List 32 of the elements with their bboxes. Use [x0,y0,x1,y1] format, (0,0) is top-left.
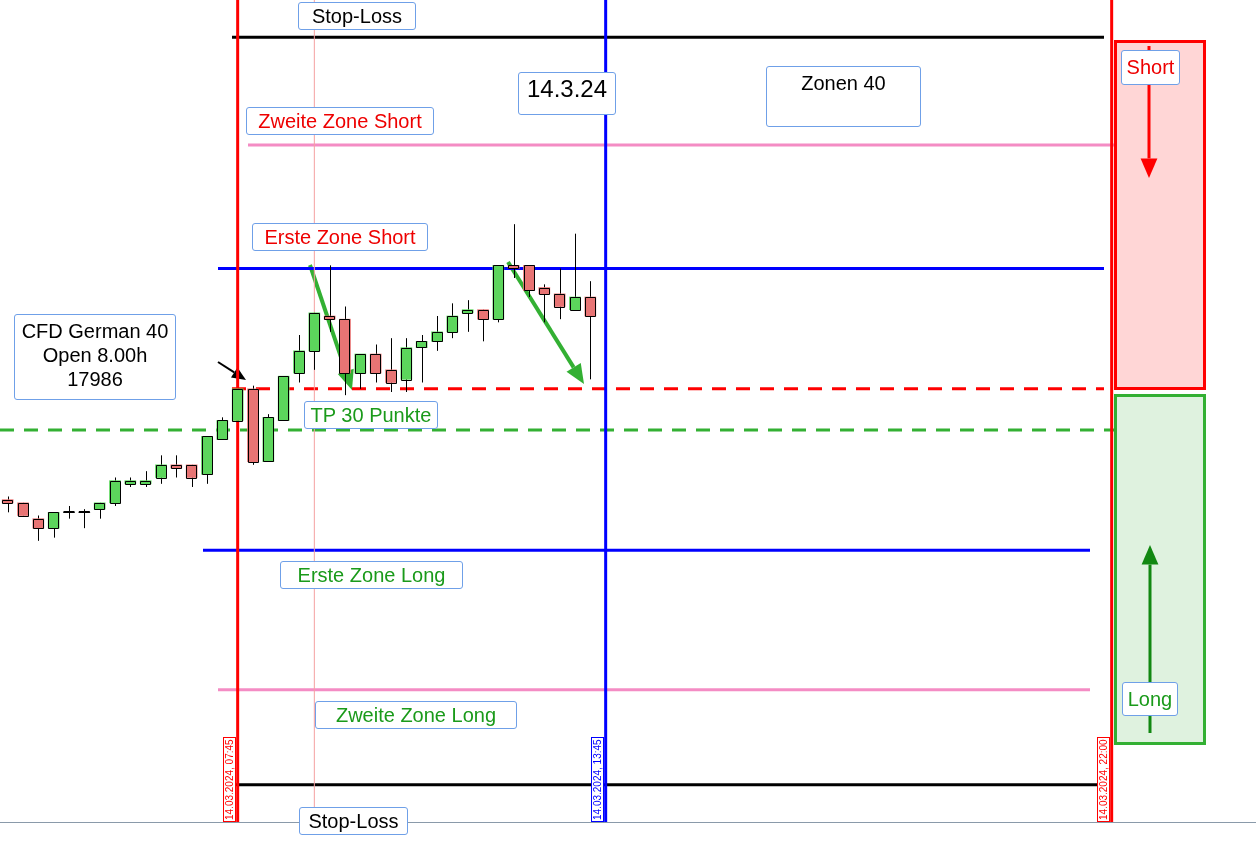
ref-line-label: Zweite Zone Short [246,107,434,136]
ref-line-label: Erste Zone Long [280,561,463,590]
ref-line-label: Stop-Loss [299,806,408,835]
candlestick [47,511,60,539]
candlestick [216,416,229,440]
candlestick [446,302,459,339]
text: 14.03.2024, 07:45 [222,737,236,822]
text: Short [1121,50,1180,85]
candlestick [461,299,474,333]
candlestick [109,477,121,507]
ref-line-label: Zweite Zone Long [315,700,517,729]
ref-line-label: TP 30 Punkte [304,400,438,429]
candlestick [32,514,45,542]
candlestick [538,283,551,323]
candlestick [170,454,183,478]
candlestick [369,344,382,383]
text: Long [1122,682,1178,716]
candlestick [431,315,443,352]
candlestick [584,280,597,380]
candlestick [477,309,489,342]
candlestick [507,223,520,279]
ref-line-label: Stop-Loss [298,2,416,31]
candlestick [323,264,336,333]
text: 14.03.2024, 22:00 [1096,737,1110,822]
candlestick [354,353,367,390]
candlestick [415,334,428,383]
text: 14.03.2024, 13:45 [590,737,604,822]
annotation: CFD German 40 Open 8.00h 17986 [14,314,176,400]
text: 14.3.24 [518,72,616,115]
ref-line-label: Erste Zone Short [252,222,428,251]
candlestick [293,334,305,383]
text: Zonen 40 [766,66,921,127]
